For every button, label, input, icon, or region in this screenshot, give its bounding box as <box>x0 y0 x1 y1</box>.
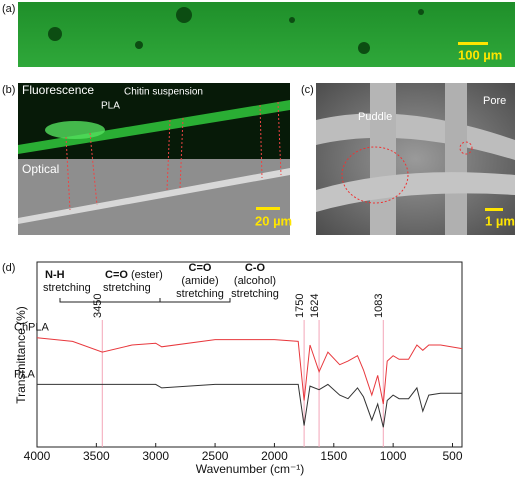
y-axis-label: Transmittance (%) <box>14 306 28 404</box>
panel-label: (a) <box>2 3 15 15</box>
panel-d: (d) Wavenumber (cm⁻¹) Transmittance (%) … <box>2 261 463 476</box>
x-tick-label: 1000 <box>380 449 407 463</box>
series-label: ChPLA <box>14 322 50 334</box>
band-title: C=O <box>189 262 212 274</box>
peak-label: 3450 <box>92 294 104 318</box>
panel-label: (b) <box>2 84 15 96</box>
label: Chitin suspension <box>124 87 203 98</box>
plot-frame <box>36 261 463 448</box>
band-title: C-O <box>245 262 266 274</box>
label: Pore <box>483 95 506 107</box>
series-line <box>36 337 463 405</box>
scale-bar: 1 µm <box>485 213 515 228</box>
label: Optical <box>22 162 59 176</box>
x-tick-label: 2500 <box>202 449 229 463</box>
band-note: stretching <box>231 288 279 300</box>
band-note: (alcohol) <box>234 275 276 287</box>
panel-label: (d) <box>2 262 15 274</box>
micrograph <box>18 2 515 67</box>
band-note: C=O (ester) <box>105 269 163 281</box>
x-tick-label: 3500 <box>83 449 110 463</box>
label: Puddle <box>358 111 392 123</box>
scale-bar: 20 µm <box>255 213 292 228</box>
series-line <box>37 383 462 428</box>
band-note: stretching <box>176 288 224 300</box>
x-tick-label: 500 <box>442 449 462 463</box>
x-tick-label: 3000 <box>142 449 169 463</box>
series-label: PLA <box>14 368 35 380</box>
band-note: N-H <box>45 269 65 281</box>
band-title: C=O <box>105 269 128 281</box>
band-extra: (ester) <box>131 269 163 281</box>
panel-c: (c) Puddle Pore 1 µm <box>301 83 515 235</box>
peak-label: 1624 <box>309 294 321 318</box>
peak-label: 1750 <box>294 294 306 318</box>
panel-label: (c) <box>301 84 314 96</box>
x-axis-label: Wavenumber (cm⁻¹) <box>196 462 305 476</box>
label: PLA <box>101 101 120 112</box>
band-title: N-H <box>45 269 65 281</box>
x-tick-label: 2000 <box>261 449 288 463</box>
scale-bar: 100 µm <box>458 47 502 62</box>
x-tick-label: 1500 <box>320 449 347 463</box>
band-note: stretching <box>43 282 91 294</box>
peak-label: 1083 <box>373 294 385 318</box>
label: Fluorescence <box>22 83 94 97</box>
panel-b: (b) Fluorescence Chitin suspension PLA O… <box>2 83 292 235</box>
x-tick-label: 4000 <box>24 449 51 463</box>
band-note: (amide) <box>181 275 218 287</box>
panel-a: (a) 100 µm <box>2 2 515 67</box>
band-note: C-O <box>245 262 266 274</box>
band-note: C=O <box>189 262 212 274</box>
band-note: stretching <box>103 282 151 294</box>
